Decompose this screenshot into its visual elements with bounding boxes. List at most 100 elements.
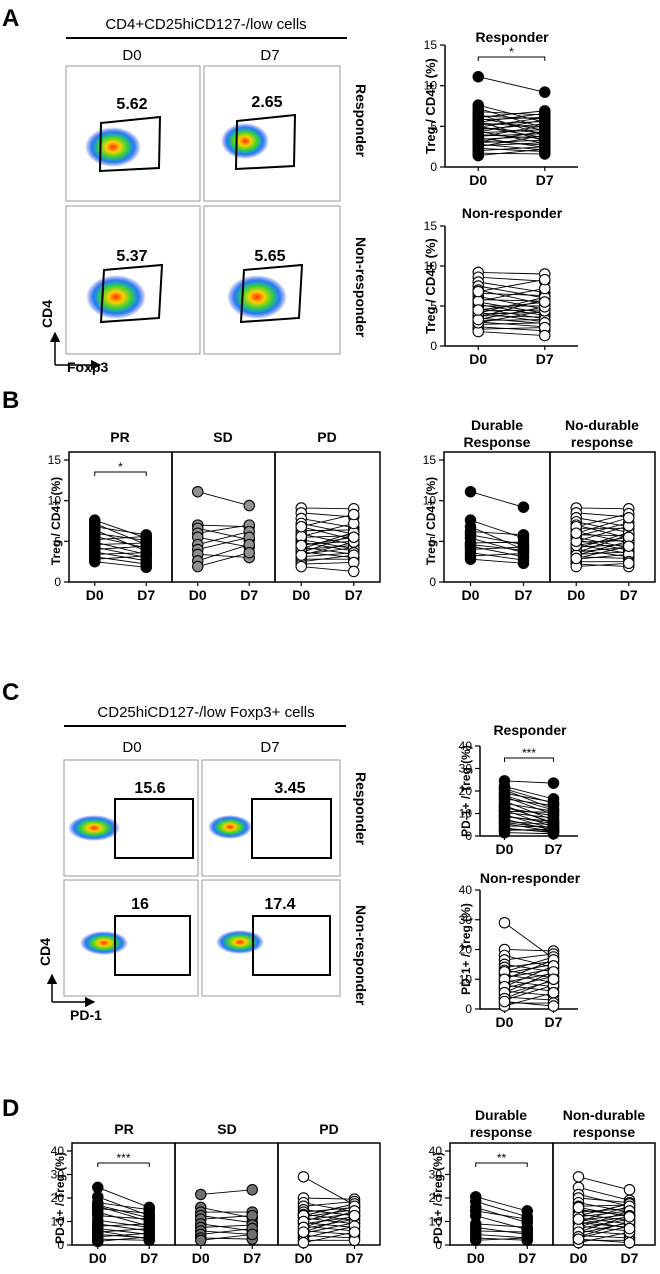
- data-point: [464, 538, 477, 551]
- chart-b-sd: D0 D7 SD: [171, 429, 276, 603]
- data-point: [538, 129, 551, 142]
- pair-line: [303, 1215, 355, 1233]
- flow-gate-value-c-responder-d0: 15.6: [134, 780, 165, 797]
- panel-letter-c: C: [2, 679, 19, 706]
- pair-line: [576, 531, 629, 550]
- significance-bracket: [475, 1162, 528, 1167]
- data-point: [570, 527, 582, 539]
- flow-col-label-c-d0: D0: [122, 739, 141, 756]
- y-tick-label: 40: [459, 739, 473, 753]
- pair-line: [504, 949, 554, 952]
- pair-line: [470, 546, 524, 550]
- pair-line: [301, 566, 354, 572]
- pair-line: [576, 545, 629, 559]
- pair-line: [504, 816, 554, 822]
- pair-line: [576, 507, 629, 510]
- data-point: [295, 560, 307, 573]
- flow-col-label-c-d7: D7: [260, 739, 279, 756]
- pair-line: [576, 544, 629, 548]
- significance-bracket: [504, 757, 554, 762]
- pair-line: [504, 823, 554, 832]
- flow-gate: [99, 263, 164, 324]
- pair-line: [475, 1226, 528, 1235]
- pair-line: [478, 322, 545, 325]
- y-tick-label: 0: [429, 575, 436, 589]
- pair-line: [303, 1203, 355, 1217]
- chart-title: PD: [319, 1121, 338, 1137]
- data-point: [572, 1171, 585, 1183]
- x-tick-label: D7: [621, 1250, 639, 1266]
- pair-line: [478, 116, 545, 121]
- data-point: [295, 549, 307, 561]
- x-tick-label: D0: [295, 1250, 313, 1266]
- data-point: [92, 1225, 104, 1237]
- pair-line: [478, 299, 545, 318]
- x-tick-label: D0: [292, 587, 310, 603]
- axis-label-pd1: PD-1: [70, 1007, 102, 1023]
- pair-line: [301, 544, 354, 550]
- chart-b-nondurable: D0 D7 No-durable response: [549, 417, 656, 603]
- pair-line: [303, 1222, 355, 1234]
- data-point: [623, 1211, 636, 1223]
- x-tick-label: D7: [620, 587, 638, 603]
- pair-line: [576, 562, 629, 567]
- data-point: [92, 1181, 104, 1194]
- pair-line: [301, 523, 354, 537]
- pair-line: [478, 310, 545, 324]
- pair-line: [94, 526, 147, 536]
- pair-line: [478, 148, 545, 157]
- x-tick-label: D0: [189, 587, 207, 603]
- data-point: [469, 1234, 482, 1247]
- pair-line: [303, 1225, 355, 1239]
- pair-line: [197, 536, 250, 550]
- x-tick-label: D0: [462, 587, 480, 603]
- flow-density-cloud: [86, 275, 146, 319]
- y-tick-label: 10: [424, 259, 438, 273]
- y-tick-label: 0: [435, 1238, 442, 1252]
- pair-line: [470, 491, 524, 508]
- pair-line: [97, 1238, 150, 1241]
- data-point: [547, 986, 560, 999]
- pair-line: [94, 529, 147, 552]
- chart-d-pd: D0 D7 PD: [277, 1121, 381, 1266]
- pair-line: [504, 992, 554, 1007]
- x-tick-label: D7: [243, 1250, 261, 1266]
- pair-line: [478, 287, 545, 302]
- y-tick-label: 0: [465, 1002, 472, 1016]
- pair-line: [504, 965, 554, 988]
- pair-line: [303, 1201, 355, 1207]
- data-point: [464, 529, 477, 541]
- data-point: [464, 485, 477, 498]
- pair-line: [303, 1176, 355, 1206]
- y-tick-label: 0: [54, 575, 61, 589]
- pair-line: [478, 147, 545, 152]
- pair-line: [478, 327, 545, 330]
- pair-line: [504, 956, 554, 973]
- pair-line: [578, 1204, 630, 1207]
- pair-line: [94, 532, 147, 541]
- pair-line: [578, 1206, 630, 1218]
- pair-line: [301, 562, 354, 565]
- chart-title: Non-responder: [480, 870, 581, 886]
- data-point: [347, 531, 360, 544]
- flow-header-a: CD4+CD25hiCD127-/low cells: [105, 16, 306, 33]
- y-axis-label: PD-1+ / Treg (%): [459, 745, 473, 837]
- pair-line: [578, 1176, 630, 1191]
- chart-title: Non-durable response: [563, 1107, 646, 1140]
- pair-line: [504, 959, 554, 980]
- pair-line: [478, 135, 545, 140]
- chart-b-pr: 0 5 10 15 Treg / CD4+ (%) D0 D7 PR *: [48, 429, 173, 603]
- data-point: [517, 557, 530, 570]
- pair-line: [504, 815, 554, 825]
- pair-line: [97, 1202, 150, 1211]
- pair-line: [578, 1202, 630, 1213]
- chart-title: PR: [114, 1121, 133, 1137]
- data-point: [472, 304, 484, 316]
- pair-line: [303, 1205, 355, 1222]
- data-point: [572, 1213, 585, 1225]
- x-tick-label: D7: [515, 587, 533, 603]
- data-point: [140, 561, 153, 574]
- data-point: [347, 508, 360, 521]
- data-point: [622, 557, 635, 570]
